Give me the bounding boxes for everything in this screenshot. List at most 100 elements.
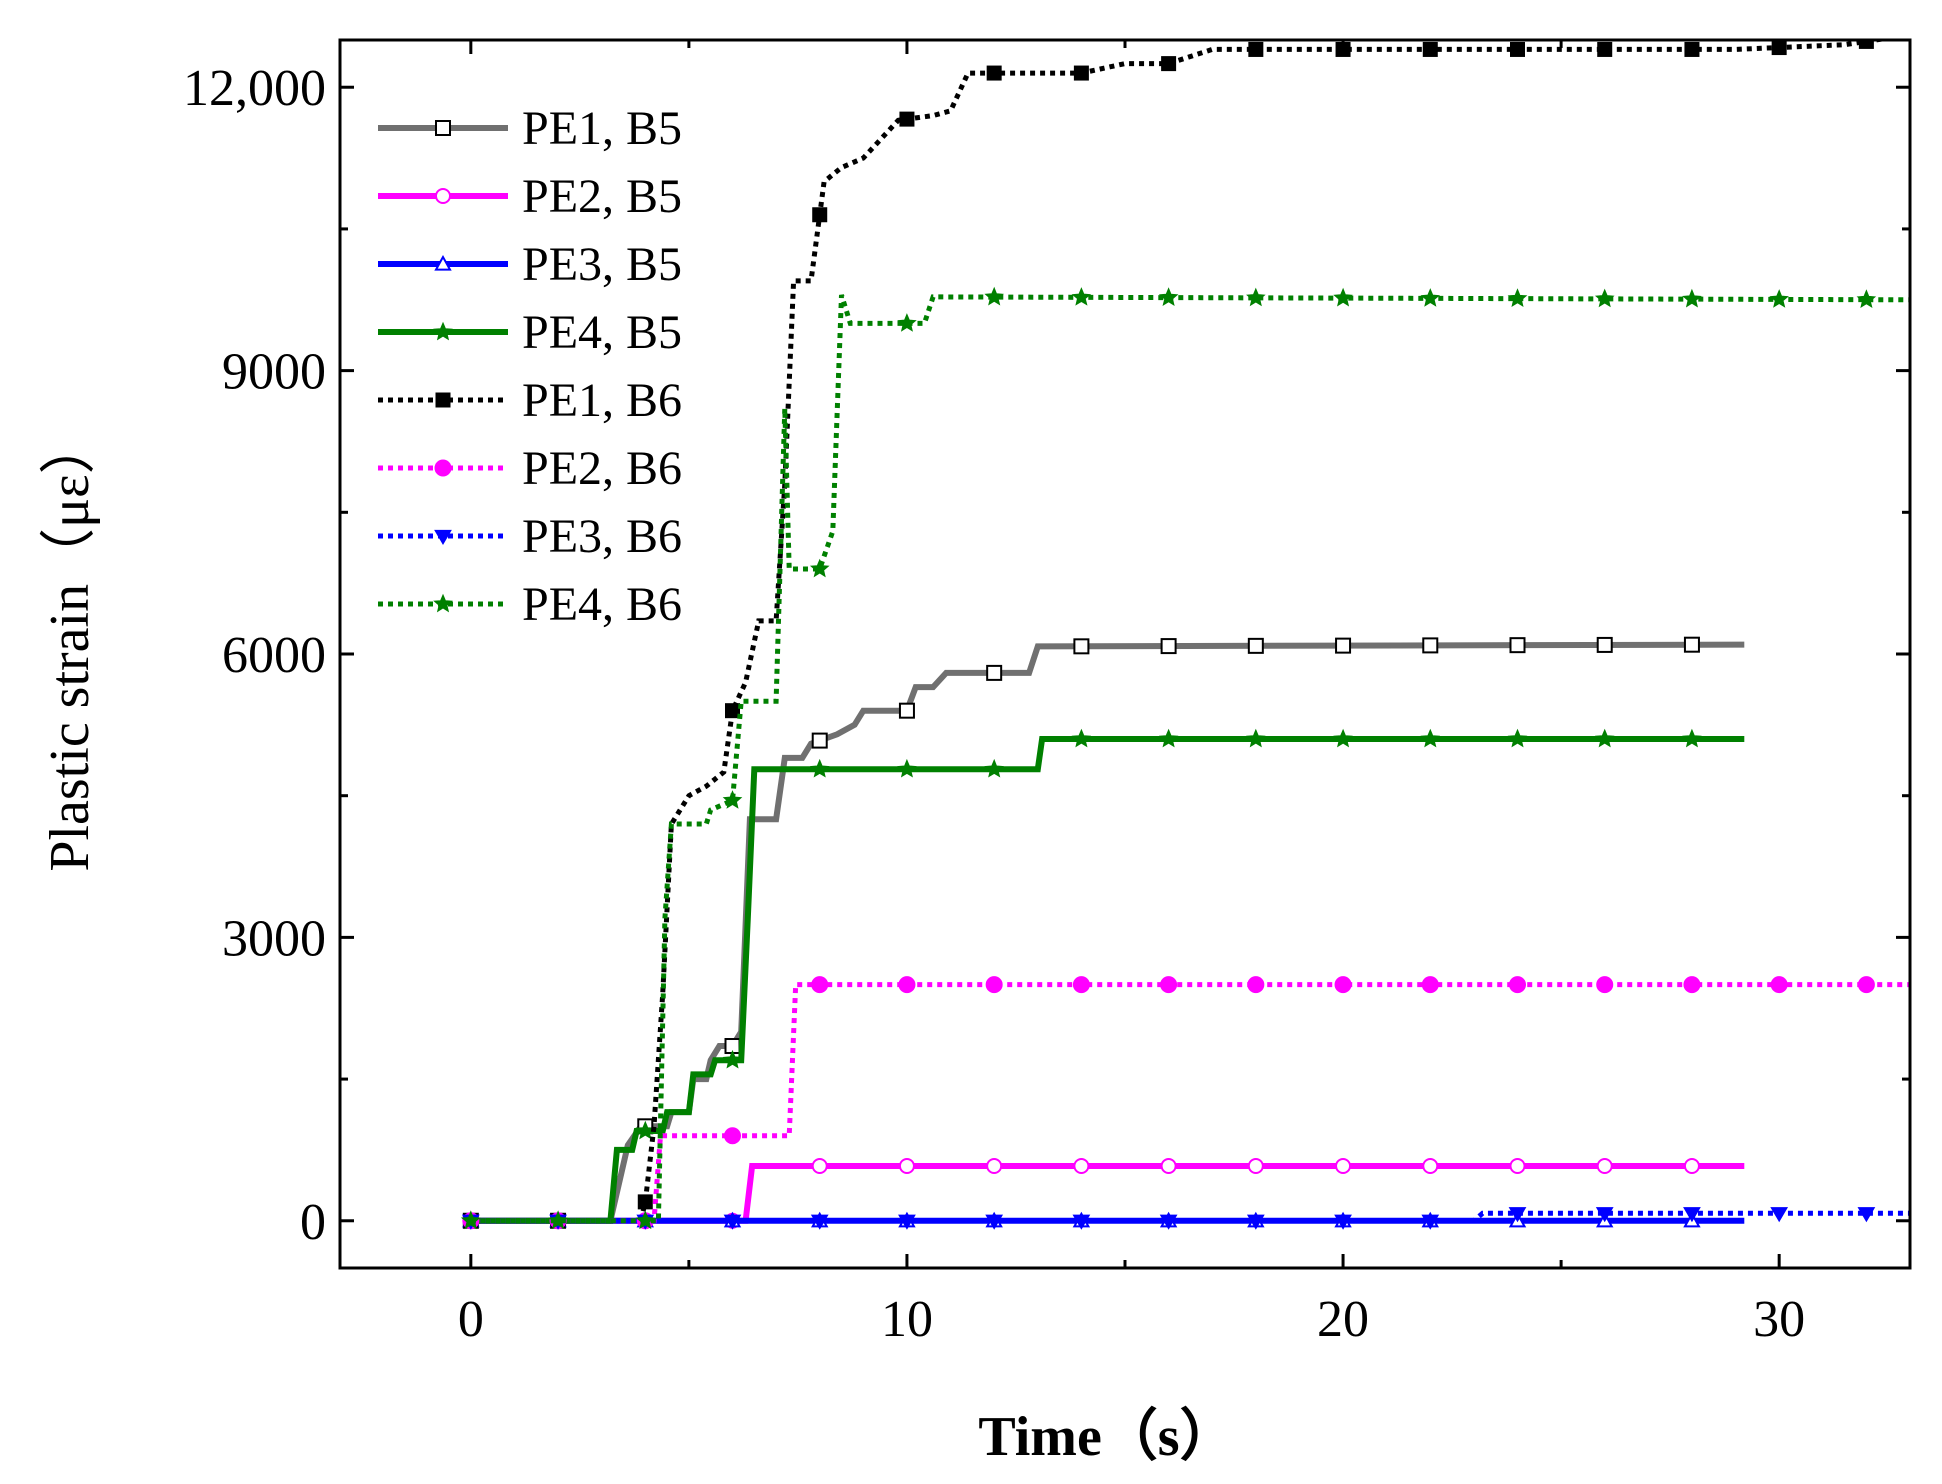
marker-square-open: [1073, 638, 1090, 655]
x-axis-title: Time（s）: [978, 1405, 1235, 1468]
legend-entry: PE2, B6: [378, 442, 682, 495]
marker-square-open: [986, 664, 1003, 681]
marker-square-open: [898, 702, 915, 719]
marker-star: [1682, 288, 1702, 308]
marker-star: [984, 286, 1004, 306]
marker-star: [1246, 728, 1266, 748]
legend-label: PE3, B5: [522, 238, 682, 291]
marker-triangle-down-filled: [1683, 1207, 1701, 1223]
marker-square-filled: [986, 65, 1002, 81]
marker-star: [1158, 287, 1179, 306]
legend-label: PE2, B6: [522, 442, 682, 495]
marker-star: [1507, 728, 1528, 748]
series-line: [470, 40, 1889, 1224]
marker-triangle-down-filled: [1334, 1214, 1352, 1230]
marker-square-filled: [1422, 41, 1438, 57]
legend-label: PE3, B6: [522, 510, 682, 563]
series-pe4-b5: [461, 728, 1745, 1230]
legend-entry: PE1, B5: [378, 102, 682, 155]
marker-circle-open: [1422, 1157, 1439, 1174]
marker-triangle-down-filled: [1421, 1214, 1440, 1230]
y-tick-label: 6000: [222, 627, 326, 684]
marker-circle-open: [898, 1157, 915, 1174]
series-pe1-b6: [463, 40, 1889, 1229]
marker-circle-filled: [1857, 976, 1875, 994]
x-tick-label: 10: [881, 1291, 933, 1348]
marker-square-filled: [1510, 41, 1525, 57]
marker-star: [1856, 289, 1877, 308]
marker-square-open: [1683, 636, 1700, 653]
legend-entry: PE4, B6: [378, 578, 682, 631]
marker-star: [1769, 289, 1789, 308]
marker-star: [897, 313, 917, 332]
marker-circle-filled: [1421, 976, 1439, 994]
marker-star: [897, 758, 917, 778]
marker-triangle-down-filled: [1770, 1207, 1789, 1223]
marker-circle-open: [1160, 1157, 1177, 1174]
marker-star: [433, 321, 453, 341]
x-tick-label: 0: [458, 1291, 484, 1348]
marker-circle-open: [1596, 1157, 1613, 1174]
series-line: [470, 294, 1910, 1224]
marker-square-open: [811, 732, 828, 749]
marker-circle-open: [1509, 1157, 1526, 1174]
marker-square-filled: [1073, 65, 1089, 81]
marker-square-open: [1247, 637, 1264, 654]
marker-star: [1420, 728, 1441, 748]
series-line: [470, 982, 1910, 1224]
legend-label: PE2, B5: [522, 170, 682, 223]
marker-triangle-down-filled: [1595, 1207, 1614, 1223]
marker-circle-open: [435, 188, 451, 204]
marker-circle-filled: [434, 459, 452, 477]
marker-triangle-up-open: [434, 254, 452, 271]
marker-square-open: [1160, 638, 1177, 655]
marker-circle-filled: [1247, 976, 1265, 994]
marker-star: [1594, 728, 1615, 748]
series-pe2-b6: [462, 976, 1910, 1230]
marker-circle-filled: [1683, 976, 1701, 994]
x-tick-label: 20: [1317, 1291, 1369, 1348]
marker-square-open: [435, 120, 451, 136]
marker-square-filled: [899, 111, 915, 127]
legend-label: PE4, B6: [522, 578, 682, 631]
marker-square-filled: [1161, 56, 1177, 72]
marker-star: [984, 758, 1004, 778]
y-tick-label: 9000: [222, 344, 326, 401]
series-line: [470, 736, 1745, 1224]
series-line: [470, 1210, 1910, 1224]
marker-star: [1246, 287, 1266, 307]
marker-triangle-down-filled: [1159, 1214, 1178, 1230]
marker-triangle-down-filled: [723, 1214, 742, 1230]
marker-square-filled: [1597, 41, 1613, 57]
marker-star: [548, 1210, 568, 1230]
marker-circle-filled: [1596, 976, 1614, 994]
plot-area-frame: [338, 38, 1912, 1270]
y-tick-label: 0: [300, 1194, 326, 1251]
legend-label: PE1, B6: [522, 374, 682, 427]
y-tick-label: 3000: [222, 910, 326, 967]
marker-circle-filled: [898, 976, 916, 994]
marker-triangle-down-filled: [434, 529, 452, 545]
marker-star: [1158, 728, 1179, 748]
marker-star: [722, 790, 743, 809]
marker-circle-filled: [724, 1127, 741, 1145]
marker-circle-filled: [1509, 976, 1526, 994]
marker-circle-open: [1683, 1157, 1700, 1174]
legend-entry: PE3, B5: [378, 238, 682, 291]
marker-star: [1507, 288, 1528, 307]
marker-star: [1420, 288, 1441, 307]
marker-square-open: [1422, 637, 1439, 654]
series-pe4-b6: [461, 286, 1910, 1230]
axis-ticks: 0 10 20 30 0 3000 6000 9000 12,000: [183, 40, 1910, 1348]
marker-star: [1682, 728, 1702, 748]
x-tick-label: 30: [1753, 1291, 1805, 1348]
marker-circle-filled: [811, 976, 829, 994]
marker-triangle-down-filled: [1246, 1214, 1265, 1230]
marker-square-filled: [812, 207, 828, 223]
marker-circle-open: [1247, 1157, 1264, 1174]
legend-entry: PE3, B6: [378, 510, 682, 563]
marker-circle-filled: [1160, 976, 1178, 994]
marker-star: [1333, 728, 1353, 748]
marker-star: [1333, 287, 1353, 307]
marker-triangle-down-filled: [810, 1214, 829, 1230]
